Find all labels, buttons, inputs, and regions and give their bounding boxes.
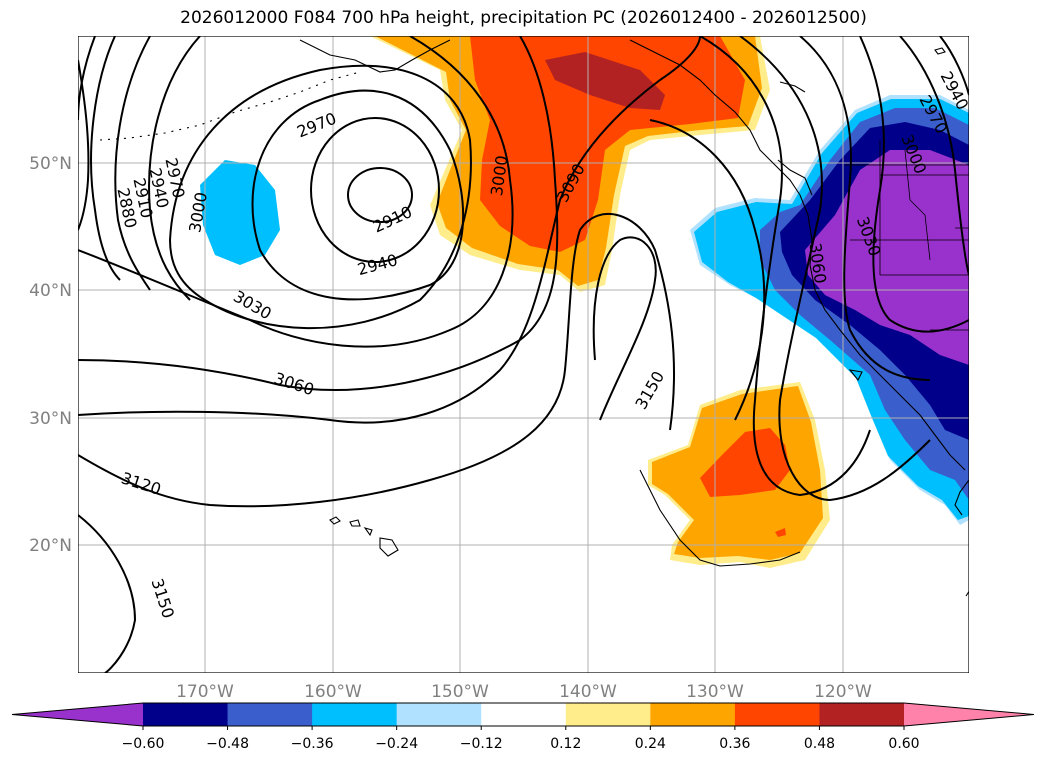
map-panel <box>78 36 969 673</box>
colorbar-tick-label: 0.48 <box>804 736 835 752</box>
colorbar-segment <box>819 703 905 726</box>
colorbar-extend-low <box>12 703 143 726</box>
contour-3030 <box>78 36 514 348</box>
latitude-labels: 50°N 40°N 30°N 20°N <box>29 154 72 556</box>
contour-ridge-2 <box>739 36 931 502</box>
colorbar-segment <box>565 703 651 726</box>
colorbar-segment <box>312 703 398 726</box>
coastlines <box>99 39 969 597</box>
colorbar-tick-label: −0.60 <box>122 736 165 752</box>
colorbar-tick-label: 0.12 <box>550 736 581 752</box>
contour-ridge-3 <box>799 36 931 381</box>
contour-ridge-4 <box>859 36 969 333</box>
colorbar-tick-label: 0.60 <box>888 736 919 752</box>
colorbar-tick-label: −0.36 <box>291 736 334 752</box>
colorbar-tick-label: 0.36 <box>719 736 750 752</box>
colorbar-tick-label: −0.12 <box>460 736 503 752</box>
contour-3150-east <box>592 236 657 421</box>
lat-label-50n: 50°N <box>29 154 72 174</box>
lon-label-160w: 160°W <box>304 682 362 702</box>
contour-ridge-1 <box>699 36 871 497</box>
contour-3090 <box>78 36 701 424</box>
colorbar-extend-high <box>904 703 1034 726</box>
colorbar-segment <box>734 703 820 726</box>
lon-label-150w: 150°W <box>431 682 489 702</box>
contour-ridge-5 <box>899 36 969 276</box>
longitude-labels: 170°W 160°W 150°W 140°W 130°W 120°W <box>176 682 872 702</box>
colorbar-segment <box>143 703 229 726</box>
contour-low-west-3 <box>148 36 201 301</box>
colorbar-segment <box>396 703 482 726</box>
lon-label-130w: 130°W <box>686 682 744 702</box>
lat-label-20n: 20°N <box>29 536 72 556</box>
colorbar-tick-label: −0.48 <box>206 736 249 752</box>
contour-3120 <box>78 212 676 508</box>
contour-low-west-4 <box>78 59 90 231</box>
contour-ridge-6 <box>939 36 969 96</box>
precip-anomaly-gulf-of-alaska <box>370 36 770 292</box>
contour-2910 <box>347 167 413 223</box>
lon-label-170w: 170°W <box>176 682 234 702</box>
contour-low-west-2 <box>114 36 151 291</box>
colorbar-tick-label: 0.24 <box>635 736 666 752</box>
contour-2940 <box>310 117 440 263</box>
lat-label-40n: 40°N <box>29 281 72 301</box>
colorbar-segment <box>650 703 736 726</box>
colorbar-segment <box>481 703 567 726</box>
colorbar-segment <box>227 703 313 726</box>
contour-2970 <box>251 89 465 301</box>
contour-3060 <box>78 36 559 391</box>
height-contours <box>78 36 969 673</box>
colorbar-tick-label: −0.24 <box>375 736 418 752</box>
lat-label-30n: 30°N <box>29 409 72 429</box>
lon-label-140w: 140°W <box>559 682 617 702</box>
contour-3090-east <box>649 119 766 421</box>
contour-low-west-1 <box>90 36 121 281</box>
contour-3150-west <box>78 514 137 673</box>
lon-label-120w: 120°W <box>814 682 872 702</box>
colorbar: −0.60 −0.48 −0.36 −0.24 −0.12 0.12 0.24 0.36 0.4… <box>11 702 1035 752</box>
map-title: 2026012000 F084 700 hPa height, precipit… <box>180 8 867 28</box>
